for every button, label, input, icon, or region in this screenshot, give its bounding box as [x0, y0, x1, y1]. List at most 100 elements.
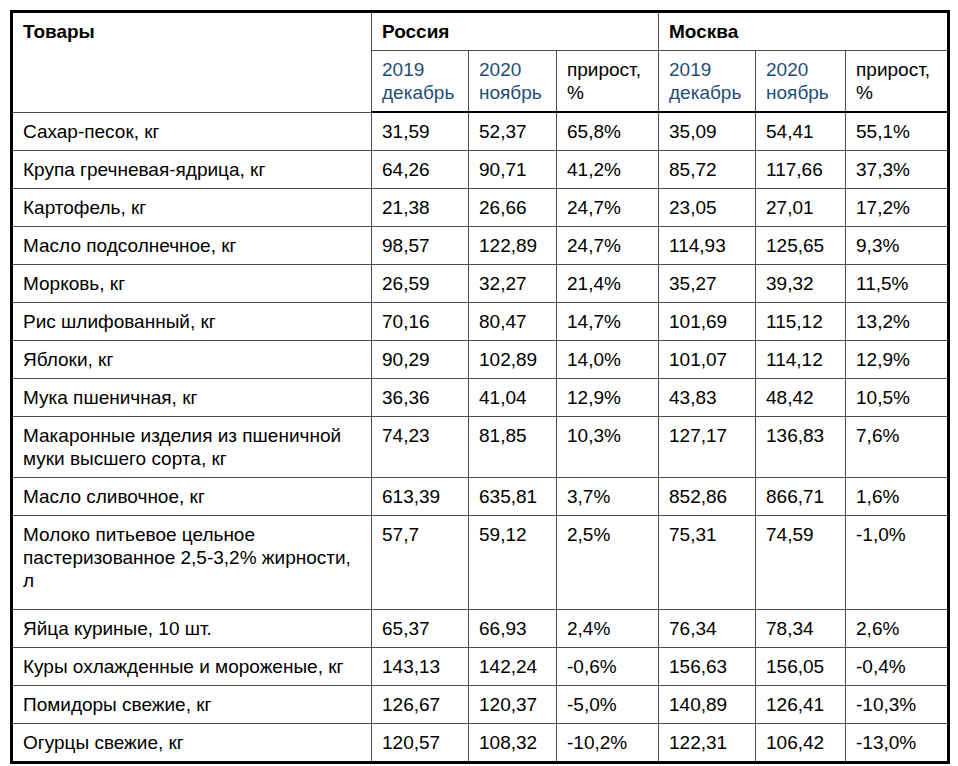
price-cell: 85,72	[659, 151, 756, 189]
price-cell: 126,41	[756, 686, 846, 724]
price-cell: 43,83	[659, 379, 756, 417]
table-row: Помидоры свежие, кг 126,67 120,37 -5,0% …	[12, 686, 949, 724]
price-cell: 120,37	[469, 686, 557, 724]
russia-2019-dec-header: 2019 декабрь	[372, 51, 469, 113]
price-cell: 98,57	[372, 227, 469, 265]
product-name-cell: Масло сливочное, кг	[12, 478, 372, 516]
growth-cell: 24,7%	[557, 227, 659, 265]
price-cell: 156,63	[659, 648, 756, 686]
price-cell: 866,71	[756, 478, 846, 516]
price-cell: 108,32	[469, 724, 557, 763]
price-cell: 852,86	[659, 478, 756, 516]
product-name-cell: Картофель, кг	[12, 189, 372, 227]
price-cell: 117,66	[756, 151, 846, 189]
price-cell: 81,85	[469, 417, 557, 478]
growth-cell: 14,0%	[557, 341, 659, 379]
price-cell: 156,05	[756, 648, 846, 686]
product-name-cell: Яйца куриные, 10 шт.	[12, 610, 372, 648]
price-cell: 101,69	[659, 303, 756, 341]
price-cell: 74,59	[756, 516, 846, 610]
price-cell: 140,89	[659, 686, 756, 724]
table-row: Морковь, кг 26,59 32,27 21,4% 35,27 39,3…	[12, 265, 949, 303]
moscow-2019-dec-header: 2019 декабрь	[659, 51, 756, 113]
price-cell: 125,65	[756, 227, 846, 265]
price-cell: 127,17	[659, 417, 756, 478]
price-cell: 126,67	[372, 686, 469, 724]
growth-cell: 13,2%	[846, 303, 949, 341]
growth-cell: 41,2%	[557, 151, 659, 189]
price-cell: 41,04	[469, 379, 557, 417]
growth-cell: 55,1%	[846, 112, 949, 151]
product-name-cell: Морковь, кг	[12, 265, 372, 303]
page-background: Товары Россия Москва 2019 декабрь 2020 н…	[0, 0, 958, 766]
growth-cell: -10,2%	[557, 724, 659, 763]
product-name-cell: Мука пшеничная, кг	[12, 379, 372, 417]
price-cell: 635,81	[469, 478, 557, 516]
product-name-cell: Куры охлажденные и мороженые, кг	[12, 648, 372, 686]
price-cell: 31,59	[372, 112, 469, 151]
table-row: Мука пшеничная, кг 36,36 41,04 12,9% 43,…	[12, 379, 949, 417]
growth-cell: 10,3%	[557, 417, 659, 478]
growth-cell: 1,6%	[846, 478, 949, 516]
price-cell: 74,23	[372, 417, 469, 478]
price-cell: 52,37	[469, 112, 557, 151]
price-cell: 102,89	[469, 341, 557, 379]
growth-cell: 14,7%	[557, 303, 659, 341]
price-cell: 26,59	[372, 265, 469, 303]
price-cell: 122,89	[469, 227, 557, 265]
growth-cell: -10,3%	[846, 686, 949, 724]
price-cell: 76,34	[659, 610, 756, 648]
price-cell: 114,93	[659, 227, 756, 265]
price-cell: 122,31	[659, 724, 756, 763]
moscow-growth-header: прирост, %	[846, 51, 949, 113]
price-cell: 59,12	[469, 516, 557, 610]
table-row: Куры охлажденные и мороженые, кг 143,13 …	[12, 648, 949, 686]
price-cell: 80,47	[469, 303, 557, 341]
table-row: Макаронные изделия из пшеничной муки выс…	[12, 417, 949, 478]
price-cell: 613,39	[372, 478, 469, 516]
price-cell: 114,12	[756, 341, 846, 379]
price-cell: 57,7	[372, 516, 469, 610]
product-name-cell: Крупа гречневая-ядрица, кг	[12, 151, 372, 189]
growth-cell: 21,4%	[557, 265, 659, 303]
product-name-cell: Молоко питьевое цельное пастеризованное …	[12, 516, 372, 610]
price-cell: 90,71	[469, 151, 557, 189]
table-row: Масло сливочное, кг 613,39 635,81 3,7% 8…	[12, 478, 949, 516]
products-column-header: Товары	[12, 12, 372, 113]
region-group-header-row: Товары Россия Москва	[12, 12, 949, 51]
price-cell: 78,34	[756, 610, 846, 648]
growth-cell: -1,0%	[846, 516, 949, 610]
table-row: Рис шлифованный, кг 70,16 80,47 14,7% 10…	[12, 303, 949, 341]
price-cell: 90,29	[372, 341, 469, 379]
growth-cell: -0,4%	[846, 648, 949, 686]
price-cell: 66,93	[469, 610, 557, 648]
growth-cell: -0,6%	[557, 648, 659, 686]
growth-cell: 2,6%	[846, 610, 949, 648]
price-cell: 48,42	[756, 379, 846, 417]
table-row: Сахар-песок, кг 31,59 52,37 65,8% 35,09 …	[12, 112, 949, 151]
growth-cell: 37,3%	[846, 151, 949, 189]
group-header-moscow: Москва	[659, 12, 949, 51]
price-cell: 115,12	[756, 303, 846, 341]
price-cell: 70,16	[372, 303, 469, 341]
growth-cell: 2,4%	[557, 610, 659, 648]
group-header-russia: Россия	[372, 12, 659, 51]
price-cell: 136,83	[756, 417, 846, 478]
price-cell: 23,05	[659, 189, 756, 227]
price-cell: 21,38	[372, 189, 469, 227]
growth-cell: -5,0%	[557, 686, 659, 724]
price-cell: 101,07	[659, 341, 756, 379]
table-row: Крупа гречневая-ядрица, кг 64,26 90,71 4…	[12, 151, 949, 189]
growth-cell: 12,9%	[846, 341, 949, 379]
price-cell: 106,42	[756, 724, 846, 763]
growth-cell: 7,6%	[846, 417, 949, 478]
product-name-cell: Сахар-песок, кг	[12, 112, 372, 151]
growth-cell: 11,5%	[846, 265, 949, 303]
growth-cell: 9,3%	[846, 227, 949, 265]
growth-cell: 17,2%	[846, 189, 949, 227]
product-name-cell: Огурцы свежие, кг	[12, 724, 372, 763]
moscow-2020-nov-header: 2020 ноябрь	[756, 51, 846, 113]
growth-cell: 12,9%	[557, 379, 659, 417]
price-cell: 35,27	[659, 265, 756, 303]
price-cell: 64,26	[372, 151, 469, 189]
